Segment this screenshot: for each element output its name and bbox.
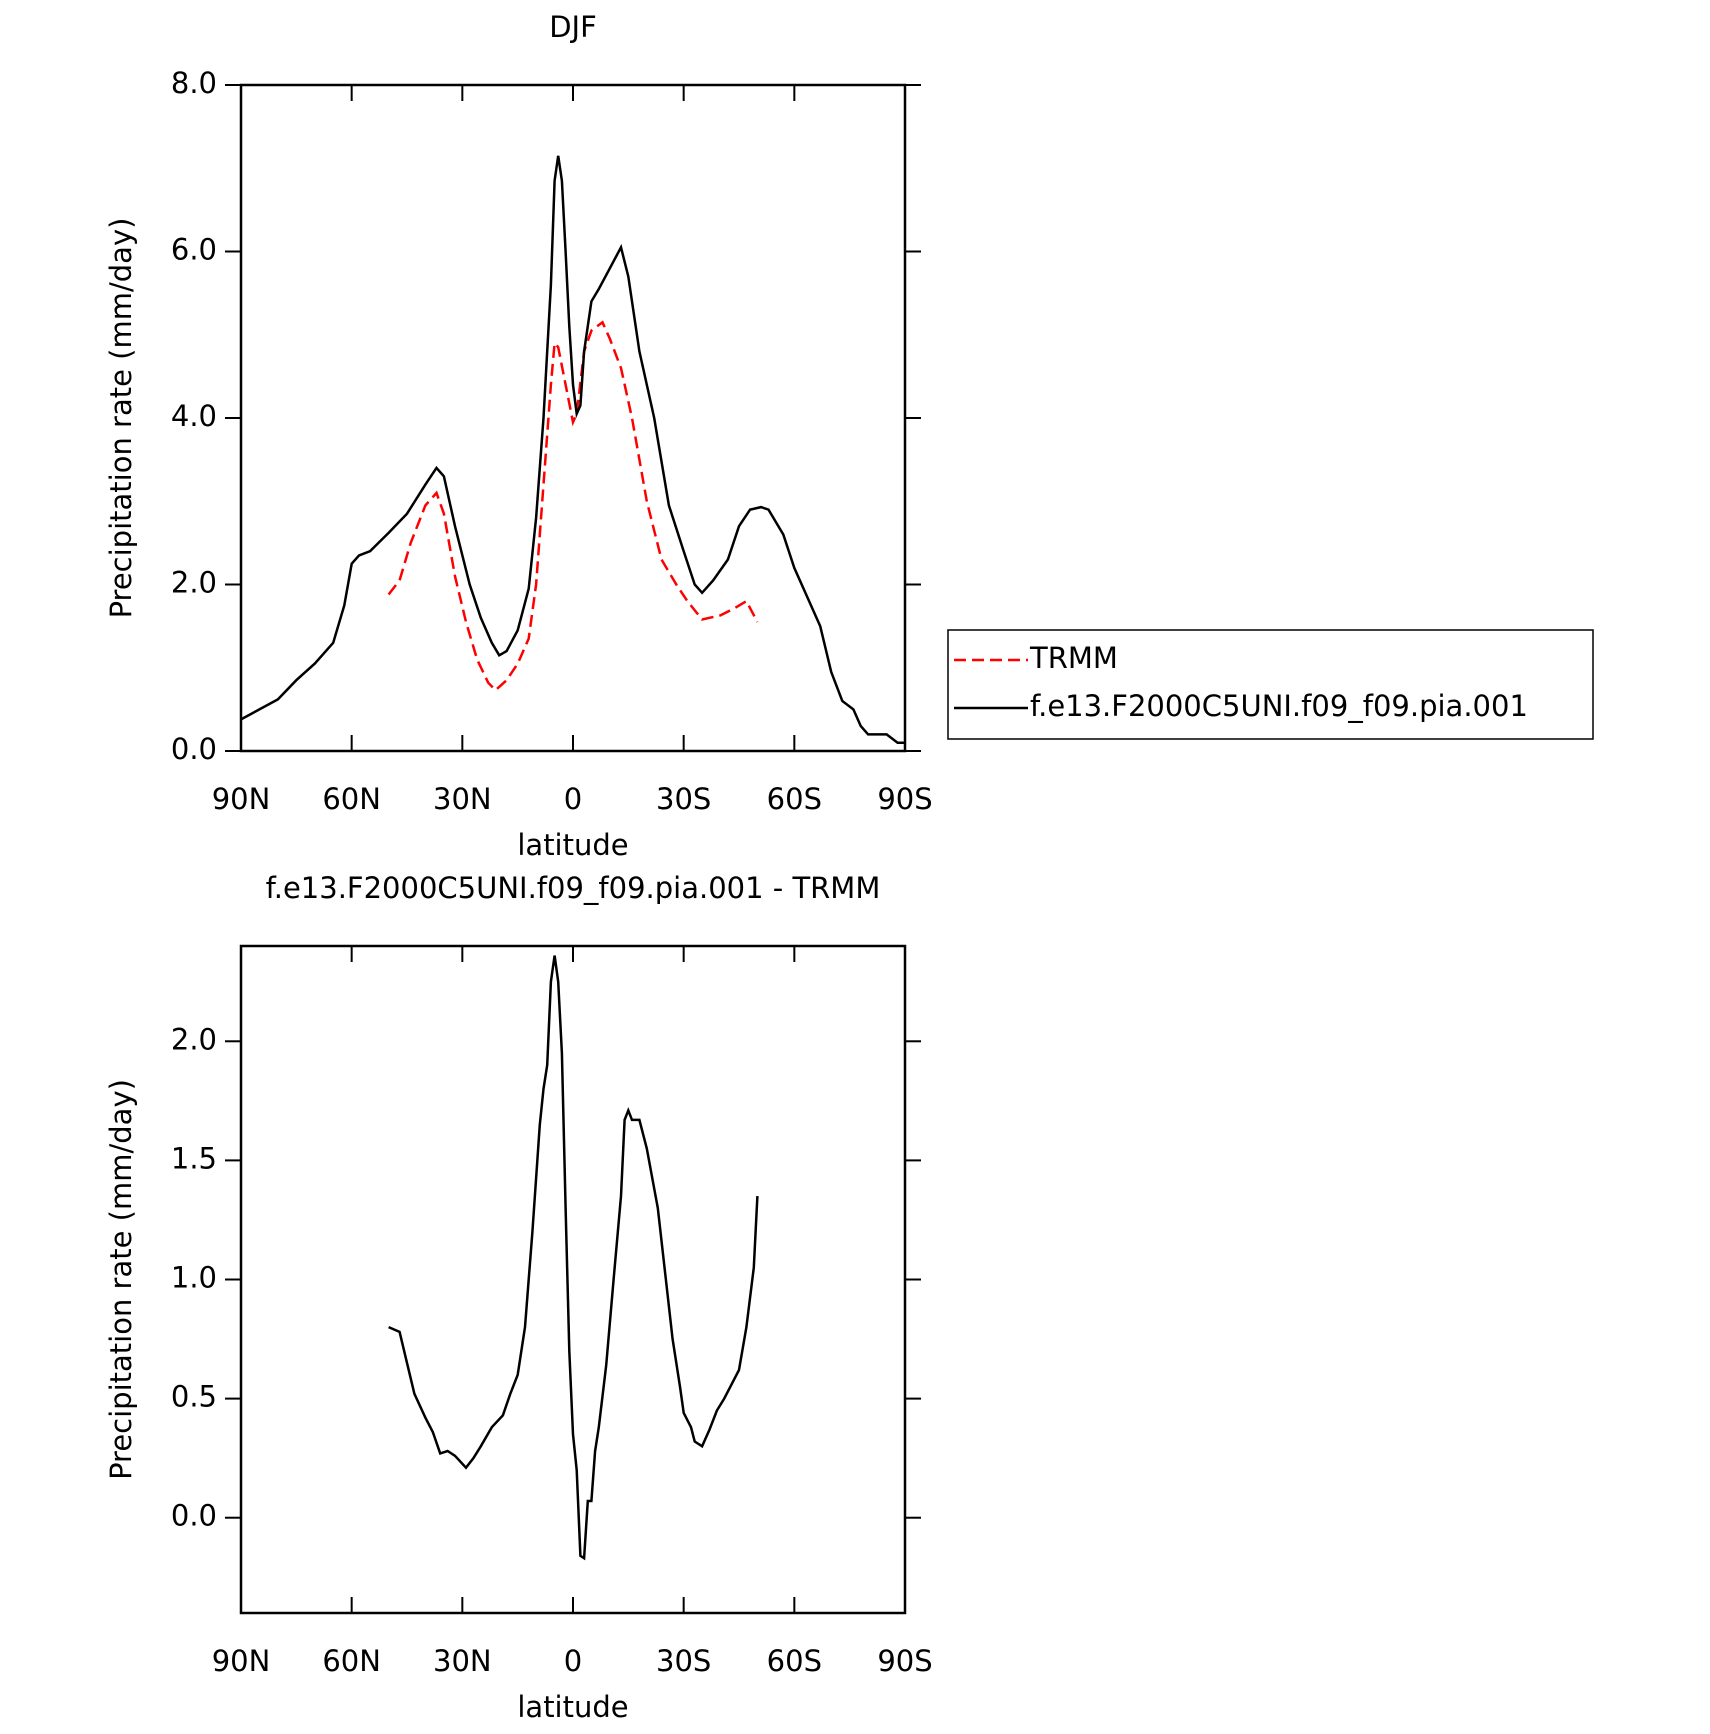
x-tick-label: 90S xyxy=(877,782,932,816)
y-tick-label: 2.0 xyxy=(171,1022,217,1056)
y-tick-label: 0.0 xyxy=(171,732,217,766)
plot-frame xyxy=(239,944,907,1615)
x-tick-label: 30N xyxy=(433,1644,492,1678)
x-tick-label: 60S xyxy=(767,1644,822,1678)
y-axis-label: Precipitation rate (mm/day) xyxy=(104,1079,138,1480)
x-tick-label: 0 xyxy=(564,1644,582,1678)
chart-title: f.e13.F2000C5UNI.f09_f09.pia.001 - TRMM xyxy=(266,871,881,905)
legend-label: TRMM xyxy=(1029,641,1118,675)
y-axis-label: Precipitation rate (mm/day) xyxy=(104,218,138,619)
y-tick-label: 0.5 xyxy=(171,1380,217,1414)
legend-label: f.e13.F2000C5UNI.f09_f09.pia.001 xyxy=(1030,689,1528,723)
x-tick-label: 30S xyxy=(656,782,711,816)
chart-title: DJF xyxy=(549,10,597,44)
y-tick-label: 8.0 xyxy=(171,66,217,100)
y-tick-label: 0.0 xyxy=(171,1499,217,1533)
x-tick-label: 60N xyxy=(322,782,381,816)
data-line xyxy=(387,320,759,692)
x-axis-label: latitude xyxy=(517,828,628,862)
y-tick-label: 6.0 xyxy=(171,233,217,267)
data-line xyxy=(388,955,759,1561)
legend-box xyxy=(947,629,1594,740)
x-tick-label: 60S xyxy=(767,782,822,816)
data-line xyxy=(240,155,905,744)
x-tick-label: 90N xyxy=(212,1644,271,1678)
y-tick-label: 1.5 xyxy=(171,1141,217,1175)
x-tick-label: 30S xyxy=(656,1644,711,1678)
x-tick-label: 90S xyxy=(877,1644,932,1678)
x-tick-label: 60N xyxy=(322,1644,381,1678)
x-tick-label: 30N xyxy=(433,782,492,816)
x-axis-label: latitude xyxy=(517,1690,628,1724)
y-tick-label: 2.0 xyxy=(171,566,217,600)
x-tick-label: 90N xyxy=(212,782,271,816)
y-tick-label: 4.0 xyxy=(171,399,217,433)
x-tick-label: 0 xyxy=(564,782,582,816)
y-tick-label: 1.0 xyxy=(171,1261,217,1295)
